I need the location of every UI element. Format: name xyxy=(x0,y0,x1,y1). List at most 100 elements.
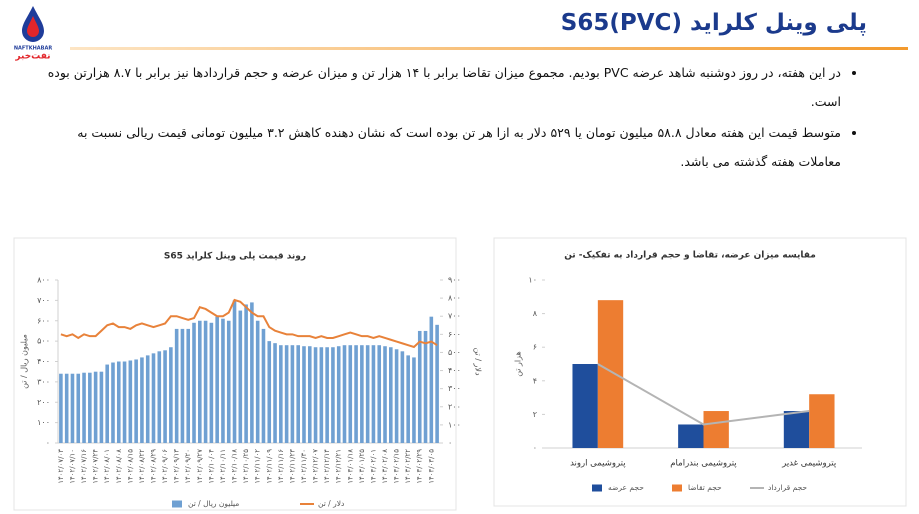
bar xyxy=(273,343,277,443)
bar xyxy=(371,345,376,443)
y2-tick-label: ۵۰۰ xyxy=(448,348,461,357)
bar xyxy=(111,362,115,443)
bullet-list: در این هفته، در روز دوشنبه شاهد عرضه PVC… xyxy=(41,58,859,178)
legend-label: حجم قرارداد xyxy=(768,483,807,492)
legend-swatch xyxy=(172,500,182,508)
y-tick-label: ۸۰۰ xyxy=(37,276,50,285)
bar xyxy=(134,359,138,443)
legend-label: حجم عرضه xyxy=(608,483,644,492)
logo-en: NAFTKHABAR xyxy=(14,46,52,52)
chart-title: مقایسه میزان عرضه، تقاضا و حجم قرارداد ب… xyxy=(564,251,816,261)
legend-swatch xyxy=(592,484,602,492)
x-tick-label: ۱۴۰۲/۰۷/۱۰ xyxy=(68,449,76,484)
bar xyxy=(180,328,185,443)
chart-frame xyxy=(13,237,457,511)
y-axis-title: میلیون ریال / تن xyxy=(20,334,29,389)
bar xyxy=(192,322,196,443)
bar xyxy=(169,347,173,443)
x-tick-label: ۱۴۰۲/۰۸/۱۵ xyxy=(126,449,134,484)
x-tick-label: ۱۴۰۳/۰۲/۰۸ xyxy=(381,449,389,484)
bar xyxy=(400,351,405,443)
x-tick-label: ۱۴۰۲/۰۸/۰۱ xyxy=(103,449,111,484)
bar xyxy=(203,320,208,443)
y-tick-label: ۱۰۰ xyxy=(37,418,50,427)
x-tick-label: ۱۴۰۲/۰۷/۲۴ xyxy=(92,449,100,484)
x-tick-label: ۱۴۰۲/۱۰/۱۸ xyxy=(231,449,239,484)
x-tick-label: ۱۴۰۳/۰۳/۰۵ xyxy=(427,449,435,484)
x-tick-label: ۱۴۰۲/۱۰/۲۵ xyxy=(242,449,250,484)
x-tick-label: ۱۴۰۲/۰۷/۱۶ xyxy=(80,449,88,484)
x-tick-label: ۱۴۰۲/۱۰/۱۱ xyxy=(219,449,227,484)
line xyxy=(597,363,810,426)
bar xyxy=(250,302,254,443)
bar xyxy=(140,357,144,443)
y2-tick-label: ۹۰۰ xyxy=(448,276,461,285)
y2-tick-label: ۲۰۰ xyxy=(448,402,461,411)
x-tick-label: ۱۴۰۲/۱۲/۲۱ xyxy=(335,449,343,484)
y2-tick-label: ۸۰۰ xyxy=(448,294,461,303)
bar xyxy=(354,345,358,443)
bar xyxy=(215,316,219,443)
bar xyxy=(336,346,341,443)
legend-label: دلار / تن xyxy=(318,499,344,508)
y-tick-label: ۴۰۰ xyxy=(37,357,50,366)
bar xyxy=(572,364,598,448)
bar xyxy=(360,345,364,443)
bar xyxy=(70,373,75,443)
chart-frame xyxy=(493,237,907,507)
y-tick-label: ۴ xyxy=(533,376,537,385)
x-tick-label: ۱۴۰۲/۱۰/۰۴ xyxy=(207,449,215,484)
y2-axis-title: دلار / تن xyxy=(474,347,483,376)
bar xyxy=(365,345,370,443)
bar xyxy=(412,357,416,443)
bar xyxy=(174,328,179,443)
bar xyxy=(145,355,150,443)
bar xyxy=(325,347,329,443)
bar xyxy=(783,411,810,448)
bar xyxy=(238,310,243,443)
bar xyxy=(389,347,393,443)
bar xyxy=(296,345,300,443)
bar xyxy=(82,372,86,443)
bar xyxy=(93,371,98,443)
logo-flame xyxy=(27,16,39,37)
x-tick-label: ۱۴۰۲/۰۹/۰۶ xyxy=(161,449,169,484)
bar xyxy=(64,373,69,443)
x-tick-label: ۱۴۰۲/۱۲/۱۴ xyxy=(323,449,331,484)
x-tick-label: ۱۴۰۳/۰۲/۲۹ xyxy=(416,449,424,484)
x-tick-label: پتروشیمی بندرامام xyxy=(670,459,737,469)
y2-tick-label: ۰ xyxy=(448,439,452,448)
bar xyxy=(597,300,624,448)
bar xyxy=(383,346,387,443)
bar xyxy=(76,373,81,443)
y2-tick-label: ۶۰۰ xyxy=(448,330,461,339)
legend-label: حجم تقاضا xyxy=(688,483,722,492)
bar xyxy=(221,318,225,443)
y-tick-label: ۲۰۰ xyxy=(37,398,50,407)
x-tick-label: ۱۴۰۲/۰۸/۲۹ xyxy=(150,449,158,484)
slide-title: پلی وینل کلراید (PVC)S65 xyxy=(560,10,867,36)
bar xyxy=(232,300,237,443)
bar xyxy=(290,345,295,443)
y2-tick-label: ۱۰۰ xyxy=(448,420,461,429)
bar xyxy=(209,322,214,443)
bar xyxy=(105,364,109,443)
bar xyxy=(163,350,167,443)
y-tick-label: ۶ xyxy=(533,343,537,352)
bar xyxy=(267,341,272,443)
x-tick-label: ۱۴۰۳/۰۱/۱۸ xyxy=(346,449,354,484)
bar xyxy=(186,328,191,443)
legend-label: میلیون ریال / تن xyxy=(188,499,239,508)
x-tick-label: ۱۴۰۳/۰۲/۰۱ xyxy=(369,449,377,484)
x-tick-label: ۱۴۰۲/۱۲/۰۷ xyxy=(312,449,320,484)
bar xyxy=(284,345,289,443)
x-tick-label: ۱۴۰۲/۱۱/۱۶ xyxy=(277,449,285,484)
x-tick-label: ۱۴۰۲/۱۱/۳۰ xyxy=(300,449,308,484)
y-tick-label: ۰ xyxy=(46,439,50,448)
x-tick-label: ۱۴۰۲/۱۱/۲۳ xyxy=(288,449,296,484)
y-tick-label: ۲ xyxy=(533,410,537,419)
bar xyxy=(255,320,260,443)
bar xyxy=(99,371,104,443)
